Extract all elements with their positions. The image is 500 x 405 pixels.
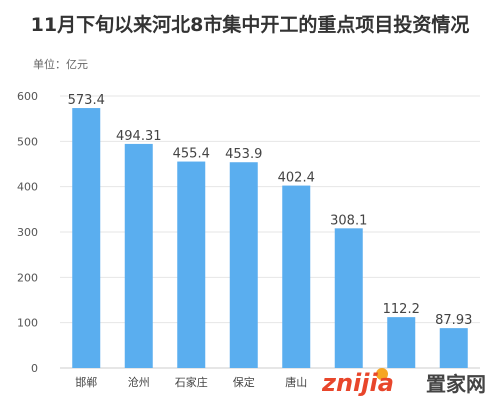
x-tick-label: 沧州 <box>128 375 150 389</box>
watermark-logo-text: znijia <box>322 369 394 397</box>
data-label: 87.93 <box>435 313 472 328</box>
y-tick-label: 0 <box>31 362 38 375</box>
watermark-cn-text: 置家网 <box>426 372 486 396</box>
data-label: 402.4 <box>278 171 315 186</box>
x-tick-label: 石家庄 <box>175 375 208 389</box>
y-tick-label: 600 <box>17 90 38 103</box>
chart-title: 11月下旬以来河北8市集中开工的重点项目投资情况 <box>30 14 470 36</box>
y-tick-label: 300 <box>17 226 38 239</box>
data-label: 308.1 <box>330 213 367 228</box>
data-label: 494.31 <box>116 129 162 144</box>
y-tick-label: 200 <box>17 271 38 284</box>
x-tick-label: 邯郸 <box>75 375 97 389</box>
y-tick-label: 100 <box>17 317 38 330</box>
bar <box>229 162 258 368</box>
y-tick-label: 400 <box>17 181 38 194</box>
bar <box>282 185 311 368</box>
x-tick-label: 唐山 <box>285 375 307 389</box>
data-label: 112.2 <box>383 302 420 317</box>
bar <box>72 108 101 369</box>
watermark-logo: znijia 置家网 <box>322 368 486 397</box>
bar <box>387 317 416 368</box>
bar <box>334 228 363 368</box>
data-label: 573.4 <box>68 93 105 108</box>
bar <box>124 143 153 368</box>
bar <box>439 328 468 368</box>
unit-label: 单位：亿元 <box>33 58 88 71</box>
data-label: 453.9 <box>225 147 262 162</box>
bar <box>177 161 206 368</box>
x-tick-label: 保定 <box>233 375 255 389</box>
data-label: 455.4 <box>173 147 210 162</box>
y-tick-label: 500 <box>17 135 38 148</box>
